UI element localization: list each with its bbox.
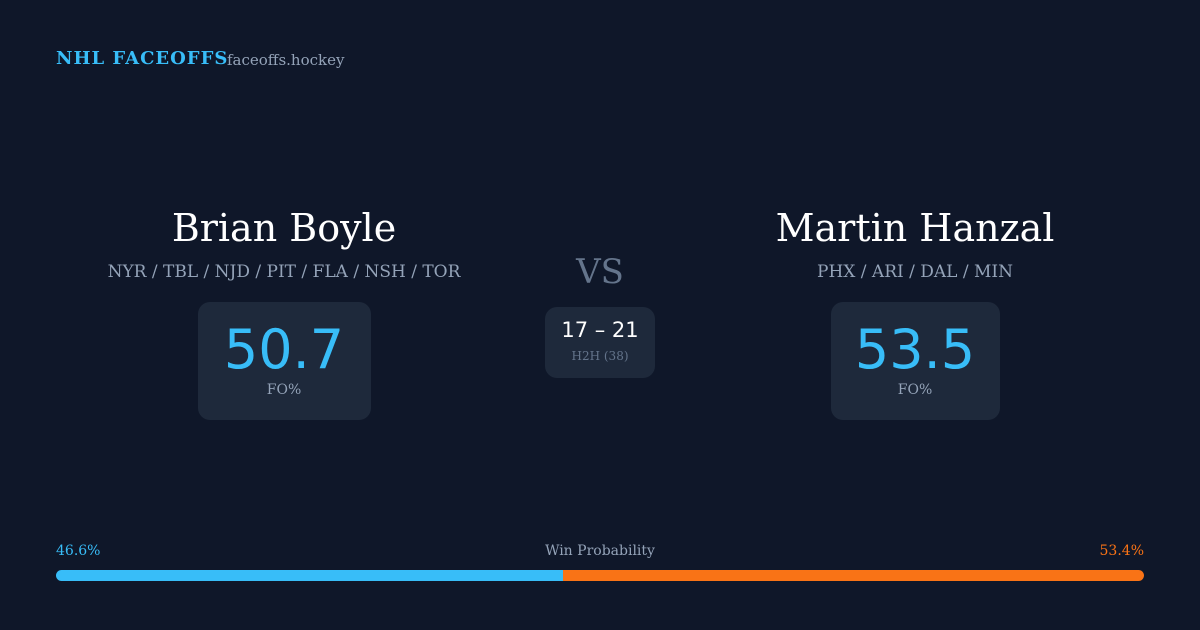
- win-prob-title: Win Probability: [545, 543, 655, 559]
- player-name: Martin Hanzal: [775, 206, 1055, 250]
- stat-box: [198, 302, 371, 420]
- vs-label: VS: [576, 252, 624, 292]
- h2h-score: 17 – 21: [561, 318, 639, 342]
- win-prob-left: 46.6%: [56, 543, 101, 559]
- site-url: faceoffs.hockey: [227, 51, 345, 69]
- fo-label: FO%: [266, 382, 302, 398]
- win-prob-segment: [563, 570, 1144, 581]
- h2h-label: H2H (38): [571, 349, 629, 363]
- fo-label: FO%: [897, 382, 933, 398]
- h2h-box: [545, 307, 655, 378]
- stat-box: [831, 302, 1000, 420]
- player-teams: PHX / ARI / DAL / MIN: [817, 262, 1013, 282]
- player-name: Brian Boyle: [171, 206, 397, 250]
- fo-pct: 53.5: [854, 318, 976, 381]
- win-prob-bar: [56, 570, 1144, 581]
- win-prob-segment: [56, 570, 563, 581]
- win-prob-right: 53.4%: [1099, 543, 1144, 559]
- player-teams: NYR / TBL / NJD / PIT / FLA / NSH / TOR: [107, 262, 461, 282]
- brand-title: NHL FACEOFFS: [56, 48, 229, 69]
- fo-pct: 50.7: [223, 318, 345, 381]
